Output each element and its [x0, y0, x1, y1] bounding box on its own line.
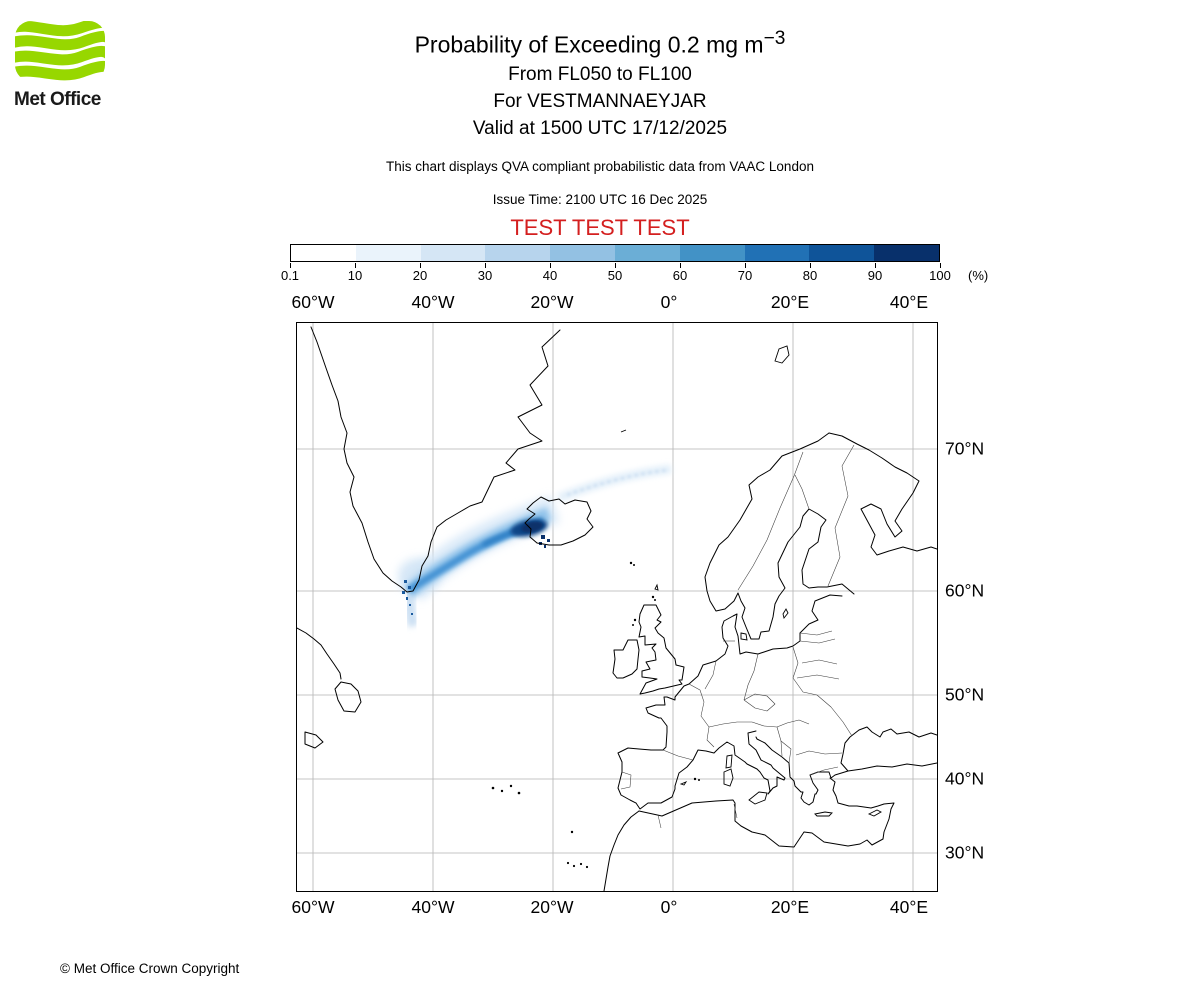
title-exponent: −3 [763, 28, 786, 49]
jan-mayen-island [620, 429, 627, 433]
iceland-coast [524, 496, 594, 546]
longitude-label: 40°W [411, 292, 455, 312]
colorbar-gradient [290, 244, 940, 262]
colorbar-segment [874, 245, 939, 261]
flight-level-subtitle: From FL050 to FL100 [508, 64, 692, 85]
colorbar-tick-label: 80 [802, 268, 818, 283]
small-island-dots [491, 561, 700, 869]
colorbar-tick-label: 50 [607, 268, 623, 283]
colorbar-tick-label: 90 [867, 268, 883, 283]
shetland-island [654, 583, 659, 591]
colorbar-segment [550, 245, 615, 261]
colorbar-tick [875, 263, 876, 268]
blacksea-south-coast [847, 762, 937, 772]
longitude-label: 20°W [530, 897, 574, 917]
colorbar-segment [744, 245, 810, 261]
labrador-coast [297, 627, 342, 680]
met-office-waves-icon [15, 21, 105, 81]
colorbar-tick [745, 263, 746, 268]
colorbar-tick-label: 0.1 [280, 268, 300, 283]
longitude-label: 20°E [770, 292, 810, 312]
colorbar-tick-label: 70 [737, 268, 753, 283]
balearic-island [679, 781, 688, 786]
longitude-label: 20°E [770, 897, 810, 917]
colorbar-segment [355, 245, 421, 261]
colorbar-tick-label: 30 [477, 268, 493, 283]
map-gridlines [297, 323, 937, 891]
colorbar-tick-label: 20 [412, 268, 428, 283]
latitude-label: 30°N [945, 842, 985, 863]
latitude-label: 40°N [945, 768, 985, 789]
kola-whitesea-coast [828, 432, 937, 556]
greenland-coast [310, 326, 561, 593]
colorbar-segment [809, 245, 875, 261]
qva-note: This chart displays QVA compliant probab… [386, 159, 814, 174]
ash-plume [398, 464, 672, 628]
colorbar-segment [679, 245, 745, 261]
longitude-label: 60°W [291, 292, 335, 312]
latitude-label: 50°N [945, 684, 985, 705]
svalbard-fragment [774, 345, 790, 364]
met-office-logo-text: Met Office [14, 89, 101, 110]
cyprus-island [867, 809, 882, 817]
adriatic-blacksea-coast [755, 726, 937, 806]
great-britain-coast [638, 604, 685, 695]
latitude-label: 70°N [945, 438, 985, 459]
longitude-label: 40°E [889, 897, 929, 917]
colorbar-tick-label: 10 [347, 268, 363, 283]
europe-coast [617, 594, 843, 810]
map-canvas [297, 323, 937, 891]
colorbar-segment [420, 245, 486, 261]
longitude-label: 0° [660, 897, 678, 917]
issue-time: Issue Time: 2100 UTC 16 Dec 2025 [492, 192, 708, 207]
longitude-label: 60°W [291, 897, 335, 917]
scandinavia-coast [704, 432, 855, 640]
sicily-island [748, 791, 768, 805]
colorbar-tick-label: 40 [542, 268, 558, 283]
valid-time-subtitle: Valid at 1500 UTC 17/12/2025 [472, 118, 728, 139]
country-borders [620, 444, 855, 829]
corsica-island [725, 754, 733, 769]
probability-colorbar: 0.1 10 20 30 40 50 60 70 80 90 100 (%) [281, 244, 988, 283]
test-banner: TEST TEST TEST [510, 215, 690, 240]
longitude-label: 20°W [530, 292, 574, 312]
colorbar-segment [614, 245, 680, 261]
met-office-logo: Met Office [14, 20, 124, 111]
colorbar-tick [810, 263, 811, 268]
longitude-label: 40°E [889, 292, 929, 312]
morocco-atlantic-coast [603, 810, 640, 891]
colorbar-segment [485, 245, 551, 261]
gotland-island [782, 608, 789, 619]
longitude-label: 0° [660, 292, 678, 312]
sardinia-island [723, 768, 734, 787]
colorbar-tick [355, 263, 356, 268]
colorbar-tick [680, 263, 681, 268]
colorbar-unit-label: (%) [968, 268, 989, 283]
latitude-label: 60°N [945, 580, 985, 601]
colorbar-tick [550, 263, 551, 268]
colorbar-segment [291, 245, 356, 261]
longitude-label: 40°W [411, 897, 455, 917]
colorbar-tick [615, 263, 616, 268]
colorbar-tick [420, 263, 421, 268]
colorbar-tick-label: 60 [672, 268, 688, 283]
colorbar-tick [290, 263, 291, 268]
colorbar-tick-label: 100 [929, 268, 951, 283]
chart-title: Probability of Exceeding 0.2 mg m−3 [414, 28, 786, 58]
nova-scotia-fragment [304, 731, 324, 749]
newfoundland-coast [334, 681, 362, 713]
coastlines [297, 326, 937, 891]
copyright-notice: © Met Office Crown Copyright [60, 961, 240, 976]
probability-map: 60°W 40°W 20°W 0° 20°E 40°E 60°W 40°W 20°W 0° 20°E… [292, 292, 985, 917]
zealand-island [740, 632, 748, 641]
volcano-subtitle: For VESTMANNAEYJAR [493, 91, 707, 112]
colorbar-tick [485, 263, 486, 268]
crete-island [814, 811, 833, 817]
turkey-levant-africa-coast [638, 777, 895, 848]
colorbar-tick [940, 263, 941, 268]
ireland-coast [612, 639, 640, 679]
